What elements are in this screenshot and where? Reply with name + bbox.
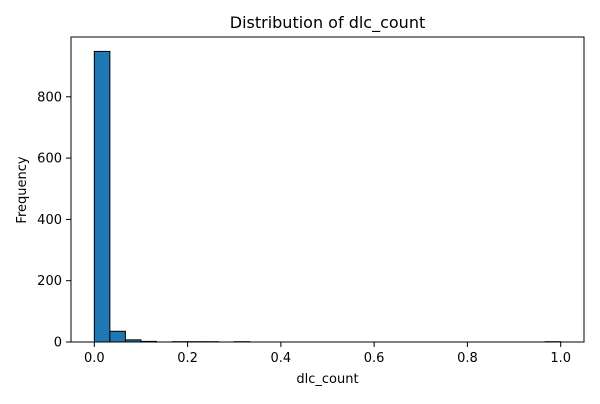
x-tick-label: 0.4: [271, 351, 292, 366]
x-tick-label: 0.8: [457, 351, 478, 366]
axes: [71, 37, 584, 342]
y-tick-label: 200: [37, 274, 62, 289]
histogram-bar: [110, 331, 126, 342]
chart-title: Distribution of dlc_count: [230, 13, 425, 33]
plot-frame: [71, 37, 584, 342]
y-axis-label: Frequency: [15, 156, 30, 223]
histogram-bar: [94, 51, 110, 342]
x-tick-label: 1.0: [550, 351, 571, 366]
y-tick-label: 400: [37, 213, 62, 228]
x-axis-label: dlc_count: [296, 372, 358, 387]
tick-layer: 0.0 0.2 0.4 0.6 0.8 1.0 0 200 400 600 800: [37, 90, 571, 366]
y-tick-label: 0: [54, 336, 62, 351]
histogram-bars: [94, 51, 560, 342]
y-tick-label: 600: [37, 152, 62, 167]
x-tick-label: 0.0: [84, 351, 105, 366]
x-tick-label: 0.2: [177, 351, 198, 366]
y-tick-label: 800: [37, 90, 62, 105]
x-tick-label: 0.6: [364, 351, 385, 366]
